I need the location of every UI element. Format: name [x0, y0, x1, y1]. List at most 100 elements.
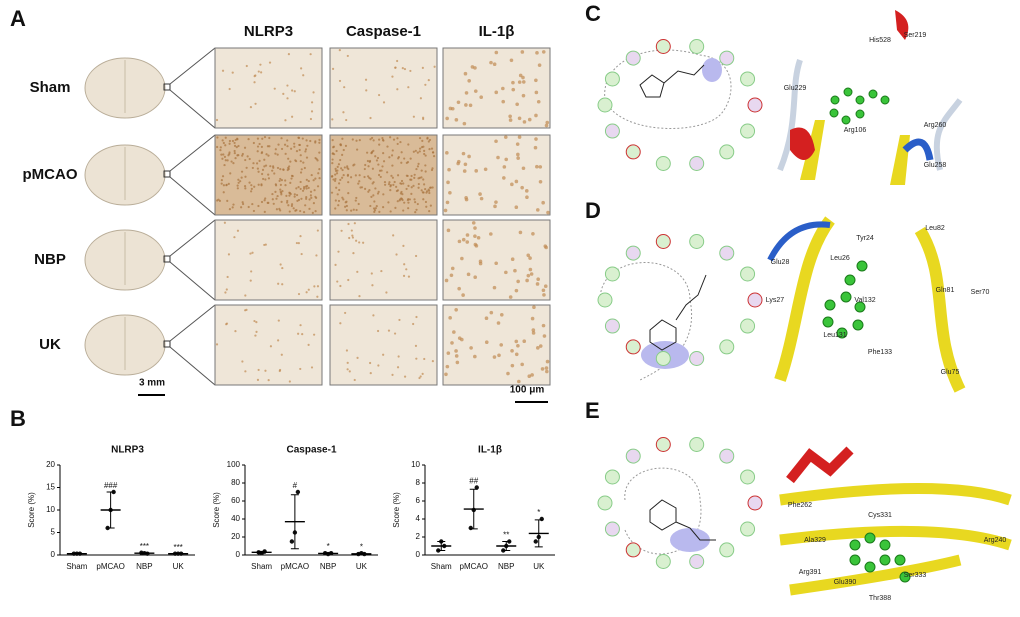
stain [358, 241, 361, 244]
stain [226, 199, 229, 202]
stain [286, 139, 289, 142]
stain [312, 179, 315, 182]
stain [311, 211, 314, 214]
stain [396, 137, 399, 140]
stain [473, 275, 477, 280]
stain [281, 266, 284, 270]
stain [483, 167, 488, 172]
stain [274, 190, 277, 193]
stain [396, 174, 400, 177]
residue-node [655, 437, 671, 453]
stain [463, 162, 468, 167]
stain [224, 291, 227, 294]
stain [276, 153, 279, 156]
stain [410, 186, 413, 189]
y-tick-label: 0 [416, 550, 421, 559]
stain [514, 352, 519, 357]
stain [396, 142, 399, 146]
stain [346, 173, 350, 176]
residue-label: Arg260 [924, 122, 947, 129]
stain [492, 355, 497, 359]
stain [355, 139, 358, 142]
stain [478, 192, 482, 196]
error-bar [437, 541, 446, 551]
stain [350, 229, 353, 232]
stain [396, 88, 399, 91]
stain [338, 188, 341, 192]
stain [545, 369, 549, 374]
micrograph [442, 47, 551, 129]
stain [422, 117, 425, 121]
stain [456, 159, 461, 164]
stain [517, 80, 522, 84]
stain [382, 160, 386, 163]
stain [358, 139, 361, 142]
stain [334, 179, 337, 182]
stain [260, 145, 263, 148]
y-tick-label: 10 [411, 460, 420, 469]
stain [364, 163, 367, 167]
stain [333, 153, 336, 156]
stain [288, 165, 291, 168]
stain [221, 175, 225, 178]
stain [237, 181, 240, 184]
stain [358, 295, 361, 298]
stain [263, 135, 267, 139]
stain [310, 196, 313, 199]
stain [345, 209, 348, 212]
stain [263, 165, 266, 168]
stain [400, 151, 403, 154]
stain [260, 71, 263, 74]
stain [425, 205, 428, 208]
stain [376, 192, 380, 195]
stain [392, 234, 395, 237]
data-point [295, 489, 301, 495]
stain [278, 369, 281, 373]
chart-title: NLRP3 [111, 445, 144, 456]
stain [309, 53, 312, 56]
stain [543, 244, 548, 248]
stain [341, 176, 344, 179]
stain [334, 173, 337, 176]
row-label: NBP [34, 251, 66, 268]
stain [258, 142, 261, 146]
stain [407, 207, 410, 210]
stain [428, 147, 431, 151]
stain [280, 147, 284, 151]
stain [521, 75, 525, 80]
stain [358, 180, 361, 183]
stain [422, 198, 425, 201]
stain [233, 149, 236, 153]
stain [267, 154, 270, 157]
residue-label: Cys331 [868, 512, 892, 519]
stain [445, 116, 449, 121]
residue-node [597, 97, 613, 113]
stain [309, 190, 313, 193]
stain [369, 371, 372, 375]
data-point [468, 525, 473, 531]
stain [415, 357, 418, 360]
stain [528, 267, 533, 272]
stain [423, 183, 426, 186]
stain [245, 308, 248, 312]
y-tick-label: 100 [227, 460, 241, 469]
stain [287, 167, 290, 171]
stain [388, 181, 391, 184]
stain [413, 198, 416, 201]
x-tick-label: NBP [136, 562, 152, 571]
stain [304, 204, 307, 207]
stain [340, 167, 343, 170]
stain [375, 159, 379, 162]
stain [417, 162, 420, 165]
stain [236, 137, 239, 140]
stain [353, 378, 356, 382]
stain [305, 187, 308, 190]
zoom-line [169, 47, 216, 85]
stain [362, 241, 365, 244]
stain [342, 111, 345, 114]
stain [286, 84, 289, 87]
stain [241, 202, 245, 206]
stain [443, 208, 448, 213]
residue-label: Leu131 [823, 332, 846, 339]
stain [308, 198, 311, 201]
